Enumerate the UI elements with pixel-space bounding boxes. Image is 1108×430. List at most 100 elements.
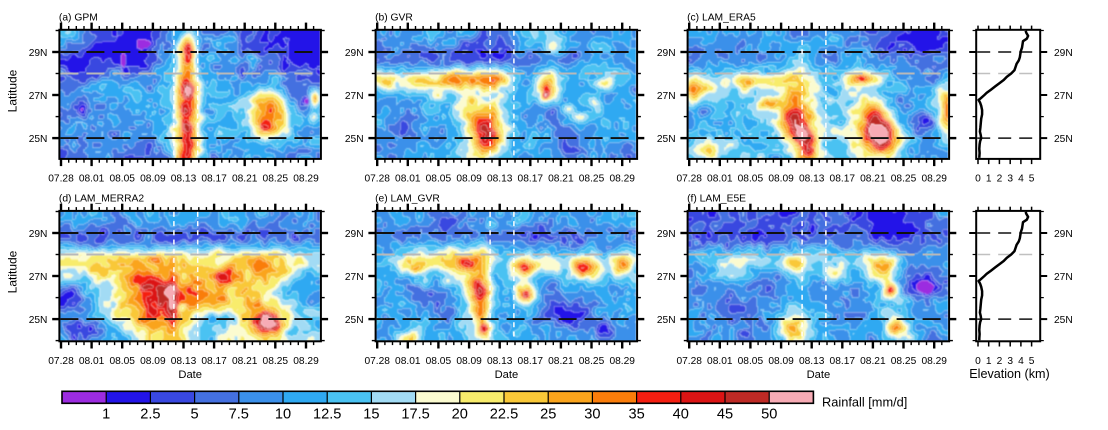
- svg-text:25N: 25N: [657, 315, 676, 326]
- svg-text:29N: 29N: [345, 229, 364, 240]
- svg-text:08.17: 08.17: [518, 174, 544, 185]
- svg-text:07.28: 07.28: [364, 356, 390, 367]
- svg-text:08.05: 08.05: [109, 356, 135, 367]
- svg-text:3: 3: [1007, 174, 1013, 185]
- svg-text:08.21: 08.21: [548, 356, 574, 367]
- svg-text:29N: 29N: [657, 229, 676, 240]
- svg-text:08.17: 08.17: [830, 174, 856, 185]
- svg-text:08.29: 08.29: [293, 356, 319, 367]
- svg-text:25: 25: [540, 406, 556, 422]
- svg-text:29N: 29N: [657, 48, 676, 59]
- svg-text:30: 30: [584, 406, 600, 422]
- svg-text:27N: 27N: [345, 272, 364, 283]
- svg-text:Rainfall [mm/d]: Rainfall [mm/d]: [822, 395, 907, 410]
- svg-text:27N: 27N: [1054, 272, 1073, 283]
- svg-text:29N: 29N: [1054, 48, 1073, 59]
- svg-text:27N: 27N: [657, 272, 676, 283]
- svg-text:08.05: 08.05: [426, 174, 452, 185]
- svg-text:29N: 29N: [345, 48, 364, 59]
- svg-text:10: 10: [275, 406, 291, 422]
- svg-text:08.25: 08.25: [263, 356, 289, 367]
- svg-text:20: 20: [452, 406, 468, 422]
- svg-text:08.09: 08.09: [768, 174, 794, 185]
- svg-text:08.09: 08.09: [456, 356, 482, 367]
- svg-text:50: 50: [761, 406, 777, 422]
- svg-text:08.13: 08.13: [171, 174, 197, 185]
- svg-text:08.13: 08.13: [487, 174, 513, 185]
- svg-text:25N: 25N: [657, 134, 676, 145]
- svg-text:27N: 27N: [657, 91, 676, 102]
- svg-text:(b) GVR: (b) GVR: [375, 13, 413, 24]
- svg-text:1: 1: [102, 406, 110, 422]
- svg-text:35: 35: [628, 406, 644, 422]
- svg-text:08.17: 08.17: [830, 356, 856, 367]
- svg-text:07.28: 07.28: [48, 356, 74, 367]
- svg-text:29N: 29N: [29, 48, 48, 59]
- svg-text:(f) LAM_E5E: (f) LAM_E5E: [687, 194, 746, 205]
- svg-text:3: 3: [1007, 356, 1013, 367]
- svg-text:08.09: 08.09: [768, 356, 794, 367]
- svg-text:07.28: 07.28: [676, 356, 702, 367]
- svg-text:27N: 27N: [29, 272, 48, 283]
- svg-text:08.01: 08.01: [79, 356, 105, 367]
- svg-text:(d) LAM_MERRA2: (d) LAM_MERRA2: [59, 194, 145, 205]
- svg-text:5: 5: [1029, 356, 1035, 367]
- svg-text:08.01: 08.01: [707, 356, 733, 367]
- svg-text:08.05: 08.05: [738, 174, 764, 185]
- svg-text:2.5: 2.5: [140, 406, 160, 422]
- svg-text:25N: 25N: [345, 134, 364, 145]
- svg-text:08.01: 08.01: [395, 174, 421, 185]
- svg-text:25N: 25N: [1054, 315, 1073, 326]
- svg-text:Latitude: Latitude: [6, 250, 20, 293]
- svg-text:27N: 27N: [29, 91, 48, 102]
- svg-text:08.01: 08.01: [79, 174, 105, 185]
- svg-text:08.13: 08.13: [799, 356, 825, 367]
- svg-text:07.28: 07.28: [364, 174, 390, 185]
- svg-text:0: 0: [975, 356, 981, 367]
- svg-text:Elevation (km): Elevation (km): [969, 367, 1049, 381]
- svg-text:08.29: 08.29: [293, 174, 319, 185]
- svg-text:Latitude: Latitude: [6, 69, 20, 112]
- svg-text:08.21: 08.21: [860, 356, 886, 367]
- svg-text:08.21: 08.21: [860, 174, 886, 185]
- svg-text:29N: 29N: [1054, 229, 1073, 240]
- svg-text:08.17: 08.17: [518, 356, 544, 367]
- svg-text:40: 40: [673, 406, 689, 422]
- svg-text:45: 45: [717, 406, 733, 422]
- svg-text:08.29: 08.29: [921, 356, 947, 367]
- svg-text:08.21: 08.21: [232, 356, 258, 367]
- svg-text:08.25: 08.25: [579, 174, 605, 185]
- svg-text:25N: 25N: [1054, 134, 1073, 145]
- svg-text:25N: 25N: [345, 315, 364, 326]
- svg-text:22.5: 22.5: [490, 406, 518, 422]
- svg-text:5: 5: [191, 406, 199, 422]
- svg-text:7.5: 7.5: [229, 406, 249, 422]
- svg-text:08.13: 08.13: [487, 356, 513, 367]
- svg-text:(c) LAM_ERA5: (c) LAM_ERA5: [687, 13, 756, 24]
- svg-text:08.09: 08.09: [140, 356, 166, 367]
- svg-text:17.5: 17.5: [401, 406, 429, 422]
- svg-text:27N: 27N: [345, 91, 364, 102]
- svg-text:4: 4: [1018, 174, 1024, 185]
- svg-text:25N: 25N: [29, 315, 48, 326]
- svg-text:08.13: 08.13: [171, 356, 197, 367]
- svg-text:08.25: 08.25: [891, 174, 917, 185]
- svg-text:1: 1: [986, 356, 992, 367]
- svg-text:08.05: 08.05: [109, 174, 135, 185]
- svg-text:08.17: 08.17: [201, 174, 227, 185]
- svg-text:25N: 25N: [29, 134, 48, 145]
- svg-text:(a) GPM: (a) GPM: [59, 13, 98, 24]
- svg-text:08.21: 08.21: [548, 174, 574, 185]
- svg-text:08.05: 08.05: [426, 356, 452, 367]
- svg-text:5: 5: [1029, 174, 1035, 185]
- svg-text:Date: Date: [495, 369, 519, 381]
- svg-text:08.01: 08.01: [395, 356, 421, 367]
- svg-text:08.29: 08.29: [609, 174, 635, 185]
- svg-text:2: 2: [997, 174, 1003, 185]
- svg-text:4: 4: [1018, 356, 1024, 367]
- svg-text:15: 15: [363, 406, 379, 422]
- svg-text:(e) LAM_GVR: (e) LAM_GVR: [375, 194, 440, 205]
- svg-text:1: 1: [986, 174, 992, 185]
- svg-text:08.25: 08.25: [891, 356, 917, 367]
- svg-text:Date: Date: [807, 369, 831, 381]
